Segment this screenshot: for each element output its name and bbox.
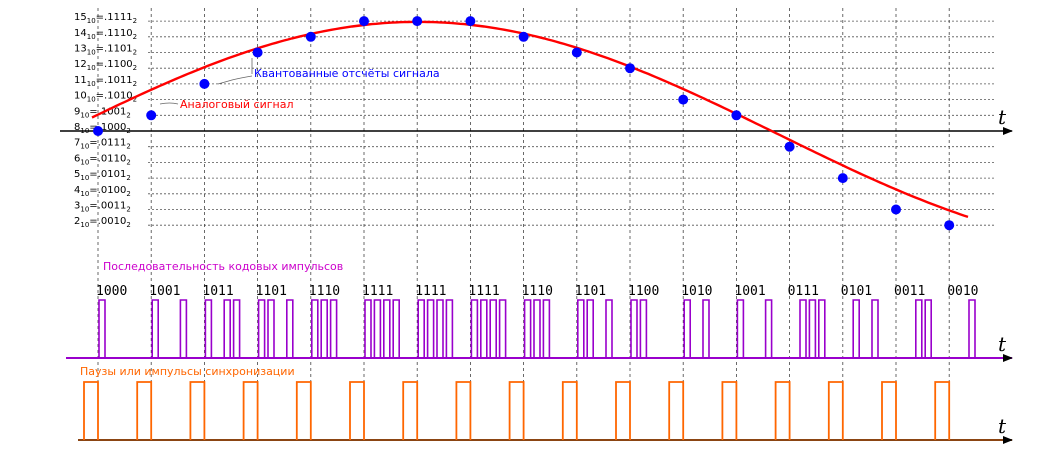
sync-label: Паузы или импульсы синхронизации: [80, 365, 295, 378]
code-word-0: 1000: [96, 284, 127, 299]
code-word-5: 1111: [362, 284, 393, 299]
sample-dot-3: [252, 47, 263, 58]
sample-dot-16: [944, 220, 955, 231]
sample-dot-6: [412, 16, 423, 27]
code-word-10: 1100: [628, 284, 659, 299]
level-label-4: 410=.01002: [74, 185, 131, 198]
sample-dot-5: [359, 16, 369, 27]
sample-dot-11: [678, 94, 689, 105]
signal-axis-t-label: t: [998, 105, 1007, 129]
code-word-8: 1110: [522, 284, 553, 299]
samples-label: Квантованные отсчёты сигнала: [254, 67, 440, 80]
code-word-12: 1001: [734, 284, 765, 299]
sample-dot-7: [465, 16, 476, 27]
sample-dot-14: [837, 173, 848, 184]
sample-dot-15: [891, 204, 901, 215]
code-word-15: 0011: [894, 284, 925, 299]
sample-dot-12: [731, 110, 742, 121]
sample-dot-8: [518, 31, 529, 42]
level-label-12: 1210=.11002: [74, 59, 137, 72]
level-label-7: 710=.01112: [74, 138, 131, 151]
level-label-13: 1310=.11012: [74, 44, 137, 57]
code-word-1: 1001: [149, 284, 180, 299]
code-word-7: 1111: [468, 284, 499, 299]
code-words: 1000 1001 1011 1101 1110 1111 1111 1111 1110 1101…: [96, 284, 979, 299]
sync-axis-t-label: t: [998, 414, 1007, 438]
code-word-11: 1010: [681, 284, 712, 299]
sample-dot-4: [305, 31, 316, 42]
code-word-6: 1111: [415, 284, 446, 299]
quantized-samples: [93, 16, 955, 231]
code-sequence-label: Последовательность кодовых импульсов: [103, 260, 343, 273]
level-label-3: 310=.00112: [74, 201, 131, 214]
analog-label: Аналоговый сигнал: [180, 98, 293, 111]
level-label-15: 1510=.11112: [74, 12, 137, 25]
sample-dot-1: [146, 110, 157, 121]
level-label-6: 610=.01102: [74, 153, 131, 166]
analog-signal-curve: [91, 20, 969, 219]
code-word-9: 1101: [575, 284, 606, 299]
code-word-4: 1110: [309, 284, 340, 299]
sample-dot-2: [199, 78, 210, 89]
code-word-16: 0010: [947, 284, 978, 299]
level-label-2: 210=.00102: [74, 216, 131, 229]
code-pulse-train: [98, 299, 976, 358]
sample-grid: [97, 8, 950, 440]
sample-dot-13: [784, 141, 795, 152]
analog-leader-line: [159, 102, 179, 105]
level-labels: 1510=.11112 1410=.11102 1310=.11012 1210=.1…: [74, 12, 137, 229]
quantization-grid: [148, 20, 996, 226]
level-label-11: 1110=.10112: [74, 75, 137, 88]
code-axis-t-label: t: [998, 332, 1007, 356]
sample-dot-9: [571, 47, 582, 58]
code-word-2: 1011: [202, 284, 233, 299]
code-word-13: 0111: [788, 284, 819, 299]
code-word-14: 0101: [841, 284, 872, 299]
code-word-3: 1101: [256, 284, 287, 299]
level-label-14: 1410=.11102: [74, 28, 137, 41]
samples-leader-line: [217, 75, 253, 85]
level-label-5: 510=.01012: [74, 169, 131, 182]
level-label-10: 1010=.10102: [74, 91, 137, 104]
sample-dot-0: [93, 126, 103, 136]
sample-dot-10: [625, 63, 635, 74]
level-label-9: 910=.10012: [74, 106, 131, 119]
sync-pulse-train: [83, 381, 951, 440]
